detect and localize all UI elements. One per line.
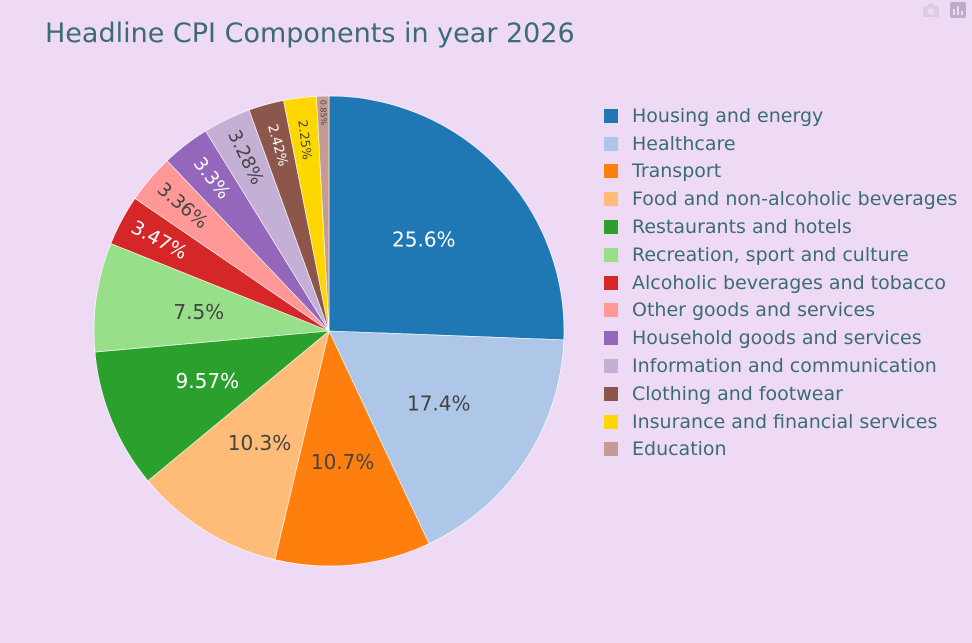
- pie-slice-education[interactable]: [316, 95, 330, 332]
- pie-slice-transport[interactable]: [274, 330, 430, 567]
- pie-label-food-and-non-alcoholic-beverages: 10.3%: [228, 431, 292, 455]
- legend-label: Household goods and services: [632, 327, 922, 350]
- legend-swatch: [604, 275, 618, 290]
- legend-item-transport[interactable]: Transport: [604, 158, 957, 186]
- legend-swatch: [604, 192, 618, 207]
- legend-label: Food and non-alcoholic beverages: [632, 188, 958, 211]
- legend-swatch: [604, 359, 618, 374]
- pie-slice-recreation-sport-and-culture[interactable]: [93, 243, 330, 353]
- legend: Housing and energy Healthcare Transport Foo…: [604, 102, 957, 463]
- legend-swatch: [604, 136, 618, 151]
- legend-swatch: [604, 414, 618, 429]
- modebar: [922, 2, 968, 18]
- camera-icon[interactable]: [922, 2, 940, 18]
- legend-label: Transport: [632, 160, 722, 183]
- legend-item-clothing-and-footwear[interactable]: Clothing and footwear: [604, 380, 957, 408]
- legend-swatch: [604, 303, 618, 318]
- legend-swatch: [604, 247, 618, 262]
- pie-slices: [93, 95, 565, 567]
- legend-swatch: [604, 220, 618, 235]
- pie-slice-housing-and-energy[interactable]: [328, 95, 565, 341]
- legend-label: Housing and energy: [632, 104, 824, 127]
- legend-item-other-goods-and-services[interactable]: Other goods and services: [604, 297, 957, 325]
- chart-title: Headline CPI Components in year 2026: [45, 18, 575, 49]
- pie-slice-restaurants-and-hotels[interactable]: [94, 330, 330, 482]
- legend-item-housing-and-energy[interactable]: Housing and energy: [604, 102, 957, 130]
- legend-label: Other goods and services: [632, 299, 876, 322]
- legend-swatch: [604, 108, 618, 123]
- pie-label-recreation-sport-and-culture: 7.5%: [173, 300, 224, 324]
- legend-label: Healthcare: [632, 132, 736, 155]
- legend-item-household-goods-and-services[interactable]: Household goods and services: [604, 324, 957, 352]
- legend-swatch: [604, 442, 618, 457]
- legend-label: Restaurants and hotels: [632, 216, 852, 239]
- legend-item-recreation-sport-and-culture[interactable]: Recreation, sport and culture: [604, 241, 957, 269]
- legend-label: Recreation, sport and culture: [632, 243, 909, 266]
- pie-label-insurance-and-financial-services: 2.25%: [295, 119, 315, 160]
- pie-label-housing-and-energy: 25.6%: [392, 228, 456, 252]
- plotly-logo-icon[interactable]: [950, 2, 968, 18]
- legend-label: Alcoholic beverages and tobacco: [632, 271, 946, 294]
- legend-label: Clothing and footwear: [632, 382, 843, 405]
- legend-item-alcoholic-beverages-and-tobacco[interactable]: Alcoholic beverages and tobacco: [604, 269, 957, 297]
- pie-label-restaurants-and-hotels: 9.57%: [176, 369, 240, 393]
- legend-item-education[interactable]: Education: [604, 436, 957, 464]
- legend-item-insurance-and-financial-services[interactable]: Insurance and financial services: [604, 408, 957, 436]
- pie-label-transport: 10.7%: [311, 450, 375, 474]
- legend-label: Insurance and financial services: [632, 410, 938, 433]
- legend-swatch: [604, 164, 618, 179]
- legend-swatch: [604, 386, 618, 401]
- legend-item-healthcare[interactable]: Healthcare: [604, 130, 957, 158]
- pie-slice-healthcare[interactable]: [328, 330, 565, 545]
- legend-swatch: [604, 331, 618, 346]
- legend-label: Information and communication: [632, 355, 937, 378]
- pie-label-healthcare: 17.4%: [407, 392, 471, 416]
- legend-item-food-and-non-alcoholic-beverages[interactable]: Food and non-alcoholic beverages: [604, 185, 957, 213]
- pie-label-education: 0.85%: [318, 100, 328, 126]
- legend-item-restaurants-and-hotels[interactable]: Restaurants and hotels: [604, 213, 957, 241]
- pie-slice-food-and-non-alcoholic-beverages[interactable]: [147, 330, 330, 561]
- legend-item-information-and-communication[interactable]: Information and communication: [604, 352, 957, 380]
- legend-label: Education: [632, 438, 727, 461]
